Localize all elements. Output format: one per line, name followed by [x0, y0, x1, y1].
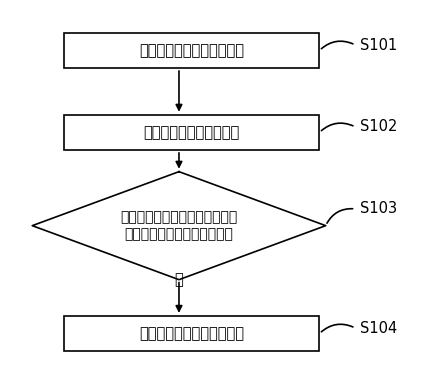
Text: S104: S104 [360, 320, 397, 336]
Text: 控制继电器的吸合状态不变: 控制继电器的吸合状态不变 [139, 326, 244, 341]
Text: 是: 是 [175, 272, 183, 287]
Bar [64, 115, 319, 150]
Bar [64, 33, 319, 68]
Text: 将水温信号进行模数转换: 将水温信号进行模数转换 [144, 125, 240, 140]
Text: S101: S101 [360, 38, 397, 52]
Text: 连续检测壶体内的水温信号: 连续检测壶体内的水温信号 [139, 43, 244, 58]
Text: S102: S102 [360, 120, 397, 135]
Text: S103: S103 [360, 201, 397, 217]
Text: 根据转换后的数字信号，判断壶
体是否为提壶状态或放壶状态: 根据转换后的数字信号，判断壶 体是否为提壶状态或放壶状态 [120, 211, 237, 241]
Bar [64, 316, 319, 352]
